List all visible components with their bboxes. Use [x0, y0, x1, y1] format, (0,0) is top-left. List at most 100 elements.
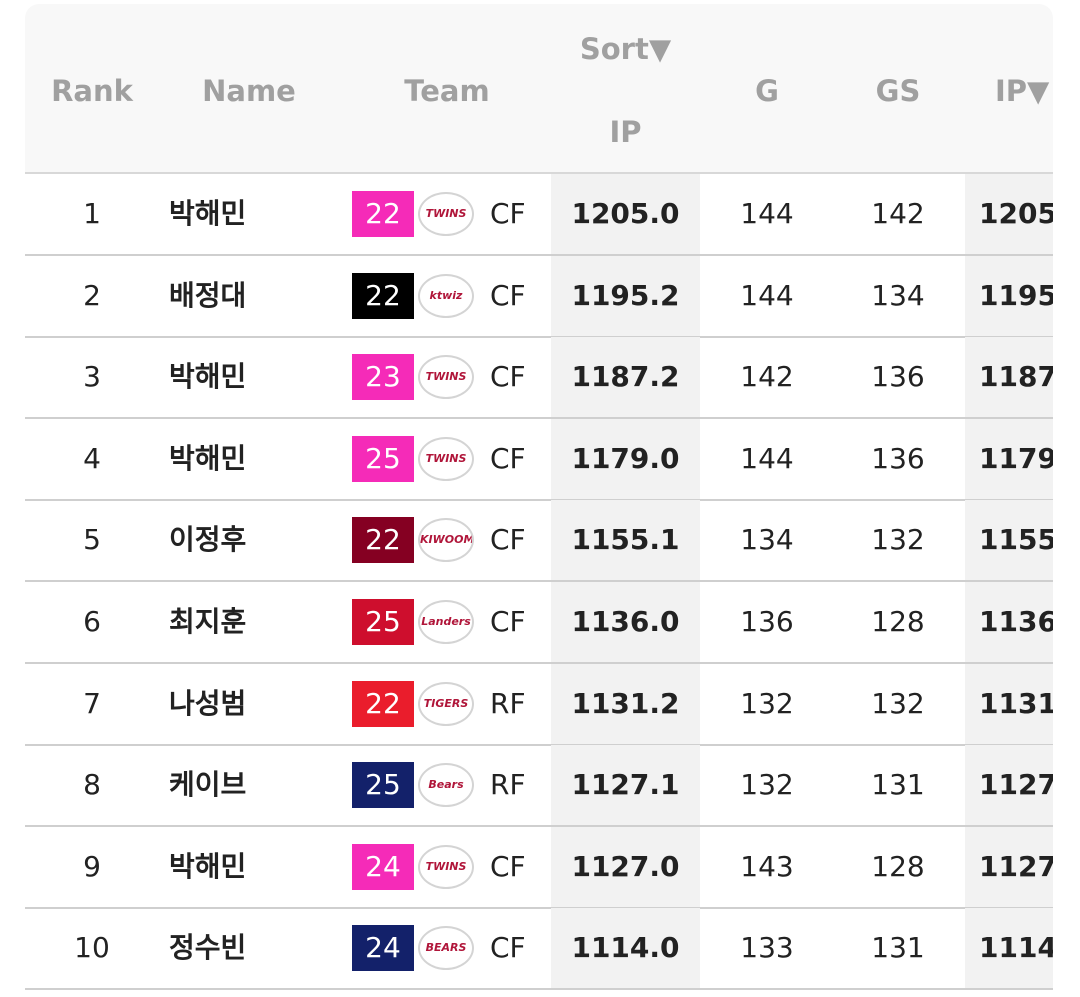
ip: 1136.0 — [979, 605, 1053, 638]
rank: 5 — [83, 523, 101, 557]
header-name[interactable]: Name — [202, 74, 296, 108]
ip-column-bg — [965, 826, 1053, 907]
position: CF — [490, 441, 526, 475]
ip-sorted: 1187.2 — [571, 360, 680, 394]
header-rank[interactable]: Rank — [51, 74, 133, 108]
team-logo: TIGERS — [418, 681, 474, 726]
rank: 3 — [83, 360, 101, 394]
position: CF — [490, 360, 526, 394]
ip-column-bg — [965, 500, 1053, 581]
sorted-column-bg — [551, 418, 700, 499]
header-team[interactable]: Team — [404, 74, 490, 108]
ip-column-bg — [965, 663, 1053, 744]
ip-column-bg — [965, 174, 1053, 254]
team-logo: Bears — [418, 763, 474, 808]
season-badge: 24 — [352, 925, 414, 972]
games: 144 — [740, 278, 794, 312]
player-name[interactable]: 이정후 — [169, 523, 247, 557]
position: RF — [490, 768, 526, 802]
team-logo: TWINS — [418, 436, 474, 481]
player-name[interactable]: 케이브 — [169, 768, 247, 802]
header-sort-column[interactable]: IP — [609, 115, 642, 149]
player-name[interactable]: 박해민 — [169, 360, 247, 394]
sorted-column-bg — [551, 582, 700, 662]
sorted-column-bg — [551, 174, 700, 254]
games: 142 — [740, 360, 794, 394]
team-logo: Landers — [418, 600, 474, 644]
ip: 1127.1 — [979, 768, 1053, 802]
player-name[interactable]: 최지훈 — [169, 605, 247, 638]
sorted-column-bg — [551, 745, 700, 826]
rank: 1 — [83, 197, 101, 230]
sorted-column-bg — [551, 663, 700, 744]
player-name[interactable]: 박해민 — [169, 849, 247, 883]
ip-sorted: 1179.0 — [571, 441, 680, 475]
season-badge: 22 — [352, 272, 414, 319]
games: 133 — [740, 931, 794, 965]
team-logo: ktwiz — [418, 273, 474, 318]
rank: 2 — [83, 278, 101, 312]
games-started: 132 — [871, 686, 925, 720]
games: 144 — [740, 197, 794, 230]
ip: 1114.0 — [979, 931, 1053, 965]
season-badge: 25 — [352, 599, 414, 645]
team-logo: TWINS — [418, 844, 474, 889]
games-started: 131 — [871, 931, 925, 965]
rank: 9 — [83, 849, 101, 883]
ip: 1205.0 — [979, 197, 1053, 230]
team-logo: TWINS — [418, 355, 474, 400]
games: 144 — [740, 441, 794, 475]
rank: 4 — [83, 441, 101, 475]
ip-sorted: 1136.0 — [571, 605, 680, 638]
header-gs[interactable]: GS — [875, 74, 921, 108]
player-name[interactable]: 박해민 — [169, 197, 247, 230]
player-name[interactable]: 박해민 — [169, 441, 247, 475]
position: CF — [490, 197, 526, 230]
ip: 1131.2 — [979, 686, 1053, 720]
position: CF — [490, 523, 526, 557]
header-sort[interactable]: Sort▼ — [579, 32, 672, 66]
season-badge: 22 — [352, 680, 414, 727]
sorted-column-bg — [551, 500, 700, 581]
player-name[interactable]: 나성범 — [169, 686, 247, 720]
ip-sorted: 1205.0 — [571, 197, 680, 230]
header-ip[interactable]: IP▼ — [995, 74, 1050, 108]
header-g[interactable]: G — [755, 74, 779, 108]
rank: 7 — [83, 686, 101, 720]
player-name[interactable]: 정수빈 — [169, 931, 247, 965]
rank: 8 — [83, 768, 101, 802]
player-name[interactable]: 배정대 — [169, 278, 247, 312]
games: 134 — [740, 523, 794, 557]
stats-table: Rank Name Team Sort▼ IP G GS IP▼ 1 박해민 22 T… — [25, 4, 1053, 997]
season-badge: 23 — [352, 354, 414, 401]
sorted-column-bg — [551, 826, 700, 907]
ip-sorted: 1114.0 — [571, 931, 680, 965]
games-started: 142 — [871, 197, 925, 230]
rank: 10 — [74, 931, 110, 965]
position: CF — [490, 931, 526, 965]
ip-sorted: 1127.1 — [571, 768, 680, 802]
season-badge: 24 — [352, 843, 414, 890]
ip-column-bg — [965, 418, 1053, 499]
season-badge: 22 — [352, 191, 414, 237]
ip-sorted: 1131.2 — [571, 686, 680, 720]
games: 132 — [740, 686, 794, 720]
ip-column-bg — [965, 745, 1053, 826]
games: 136 — [740, 605, 794, 638]
ip-column-bg — [965, 582, 1053, 662]
sorted-column-bg — [551, 255, 700, 336]
ip-sorted: 1155.1 — [571, 523, 680, 557]
games-started: 132 — [871, 523, 925, 557]
games-started: 131 — [871, 768, 925, 802]
rank: 6 — [83, 605, 101, 638]
